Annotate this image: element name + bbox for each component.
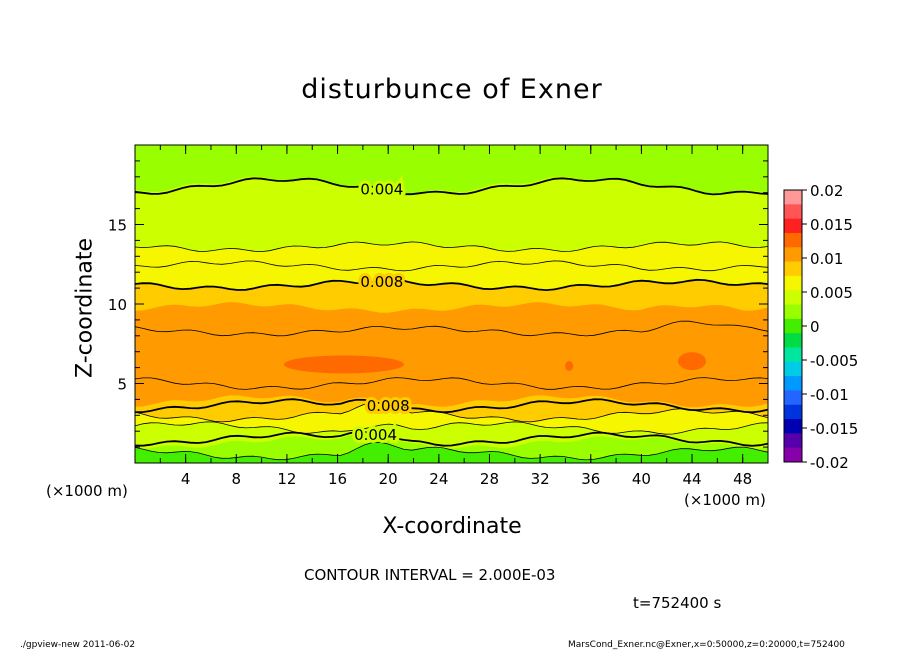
contour-label: 0.004 <box>360 181 403 199</box>
x-axis-label: X-coordinate <box>382 514 522 539</box>
x-unit-label-left: (×1000 m) <box>46 482 128 500</box>
colorbar-segment <box>784 290 802 306</box>
y-tick-label: 10 <box>108 296 127 314</box>
colorbar-tick-label: -0.015 <box>810 420 858 438</box>
x-unit-label-right: (×1000 m) <box>684 491 766 509</box>
colorbar-segment <box>784 275 802 291</box>
colorbar-tick-label: 0.015 <box>810 216 853 234</box>
x-tick-label: 12 <box>277 470 296 488</box>
contour-line <box>134 401 769 423</box>
colorbar-tick-label: -0.005 <box>810 352 858 370</box>
x-tick-label: 40 <box>632 470 651 488</box>
time-label: t=752400 s <box>633 594 722 612</box>
x-tick-label: 16 <box>328 470 347 488</box>
colorbar-segment <box>784 390 802 406</box>
footer-script-info: ./gpview-new 2011-06-02 <box>20 640 136 650</box>
x-tick-label: 36 <box>581 470 600 488</box>
colorbar-segment <box>784 232 802 248</box>
colorbar-segment <box>784 190 802 205</box>
y-axis: 5 10 15 <box>108 160 768 448</box>
colorbar-tick-label: -0.02 <box>810 454 849 472</box>
colorbar-segment <box>784 361 802 377</box>
footer-file-info: MarsCond_Exner.nc@Exner,x=0:50000,z=0:20… <box>568 640 845 650</box>
contour-label: 0.008 <box>360 273 403 291</box>
contour-line <box>134 421 769 435</box>
colorbar-tick-label: 0 <box>810 318 820 336</box>
colorbar-tick-label: 0.02 <box>810 182 843 200</box>
colorbar-segment <box>784 261 802 277</box>
local-maximum <box>283 355 404 374</box>
x-tick-label: 32 <box>531 470 550 488</box>
colorbar-segment <box>784 318 802 334</box>
colorbar-segment <box>784 247 802 263</box>
y-tick-label: 15 <box>108 217 127 235</box>
contour-line <box>134 278 769 292</box>
colorbar-tick-label: 0.01 <box>810 250 843 268</box>
x-axis: 4 8 12 16 20 24 28 32 36 40 44 48 <box>159 145 752 488</box>
contour-labels: 0.004 0.008 0.008 0.004 <box>351 178 413 448</box>
x-tick-label: 8 <box>232 470 242 488</box>
contour-line <box>134 430 769 447</box>
y-tick-label: 5 <box>117 376 127 394</box>
contour-label: 0.008 <box>367 397 410 415</box>
colorbar-segment <box>784 376 802 391</box>
contour-line <box>134 398 769 414</box>
contour-interval-note: CONTOUR INTERVAL = 2.000E-03 <box>304 566 556 584</box>
colorbar-segment <box>784 433 802 449</box>
contour-line <box>134 320 769 337</box>
contour-label: 0.004 <box>354 426 397 444</box>
x-tick-label: 48 <box>733 470 752 488</box>
colorbar: 0.02 0.015 0.01 0.005 0 -0.005 -0.01 -0.015 -0.0… <box>783 182 858 472</box>
x-tick-label: 44 <box>682 470 701 488</box>
colorbar-segment <box>784 419 802 434</box>
local-maximum <box>565 361 574 372</box>
contour-line <box>134 260 769 272</box>
x-tick-label: 4 <box>181 470 191 488</box>
colorbar-tick-label: 0.005 <box>810 284 853 302</box>
colorbar-segment <box>784 347 802 363</box>
local-maximum <box>678 352 707 371</box>
contour-lines <box>134 177 769 461</box>
colorbar-segment <box>784 218 802 234</box>
x-tick-label: 20 <box>379 470 398 488</box>
colorbar-segment <box>784 204 802 220</box>
contour-line <box>134 177 769 196</box>
colorbar-segment <box>784 333 802 348</box>
colorbar-segment <box>784 404 802 420</box>
x-tick-label: 24 <box>429 470 448 488</box>
chart-title: disturbunce of Exner <box>301 74 603 105</box>
colorbar-segment <box>784 447 802 463</box>
y-axis-label: Z-coordinate <box>72 238 98 378</box>
x-tick-label: 28 <box>480 470 499 488</box>
contour-line <box>134 377 769 390</box>
contour-line <box>134 241 769 253</box>
colorbar-tick-label: -0.01 <box>810 386 849 404</box>
contour-fill-area <box>134 144 769 464</box>
colorbar-segment <box>784 304 802 320</box>
contour-line <box>134 441 769 461</box>
